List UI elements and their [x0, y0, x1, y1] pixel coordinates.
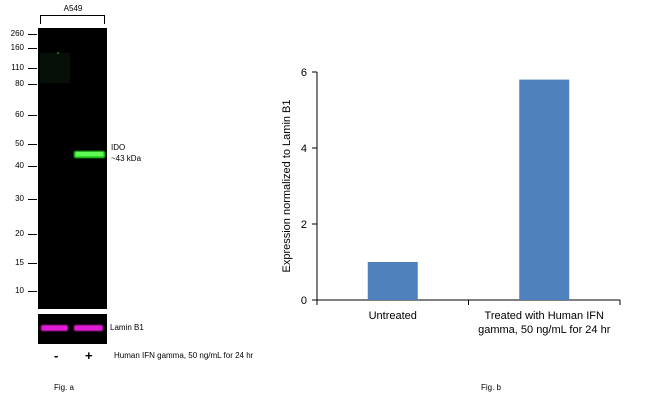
mw-tick [28, 68, 37, 69]
mw-marker-label: 40 [15, 161, 24, 170]
lane-minus-label: - [54, 348, 59, 363]
mw-marker-label: 110 [11, 63, 24, 72]
mw-tick [28, 115, 37, 116]
mw-tick [28, 291, 37, 292]
y-tick-label: 4 [301, 143, 307, 155]
lamin-band-plus [74, 325, 103, 331]
y-axis-label: Expression normalized to Lamin B1 [281, 99, 293, 272]
lamin-label: Lamin B1 [110, 323, 144, 332]
chart-labels: 0 2 4 6 Untreated Treated with Human IFN gamma… [301, 67, 611, 336]
western-blot-image [38, 28, 107, 309]
mw-marker-label: 160 [10, 43, 24, 52]
chart-axes [312, 71, 621, 305]
lane-plus-label: + [85, 348, 93, 363]
mw-marker-label: 80 [15, 79, 24, 88]
ido-label-line2: ~43 kDa [111, 154, 142, 163]
mw-tick [28, 263, 37, 264]
lamin-band-minus [41, 325, 68, 331]
treatment-label: Human IFN gamma, 50 ng/mL for 24 hr [114, 351, 254, 360]
mw-tick [28, 166, 37, 167]
cell-line-label: A549 [63, 4, 83, 13]
y-tick-label: 0 [301, 295, 307, 307]
mw-tick [28, 234, 37, 235]
mw-tick [28, 48, 37, 49]
bar-chart: 0 2 4 6 Untreated Treated with Human IFN gamma… [281, 67, 621, 336]
ido-band-label: IDO ~43 kDa [111, 142, 141, 164]
ido-label-line1: IDO [111, 143, 126, 152]
x-category-label: Untreated [369, 310, 417, 322]
mw-marker-label: 15 [15, 258, 24, 267]
bar [367, 262, 418, 300]
y-tick-label: 6 [301, 67, 307, 79]
ido-band-core [76, 152, 103, 156]
figure-b-caption: Fig. b [481, 383, 502, 392]
mw-marker-label: 50 [15, 139, 24, 148]
mw-marker-label: 10 [15, 286, 24, 295]
chart-bars [367, 79, 570, 300]
mw-tick [28, 34, 37, 35]
x-category-label: gamma, 50 ng/mL for 24 hr [478, 324, 611, 336]
mw-marker-label: 260 [10, 29, 24, 38]
mw-marker-label: 30 [15, 194, 24, 203]
mw-tick [28, 199, 37, 200]
mw-tick [28, 144, 37, 145]
mw-marker-label: 20 [15, 229, 24, 238]
x-category-label: Treated with Human IFN [485, 310, 604, 322]
mw-tick [28, 84, 37, 85]
lamin-blot-image [38, 314, 107, 344]
mw-ladder: 260 160 110 80 60 50 40 30 20 15 10 [0, 0, 40, 310]
cell-line-bracket [40, 15, 105, 24]
blot-speck [57, 52, 59, 54]
y-tick-label: 2 [301, 219, 307, 231]
blot-background-haze [40, 53, 70, 83]
figure-a-caption: Fig. a [54, 383, 75, 392]
bar [519, 79, 570, 300]
mw-marker-label: 60 [15, 110, 24, 119]
